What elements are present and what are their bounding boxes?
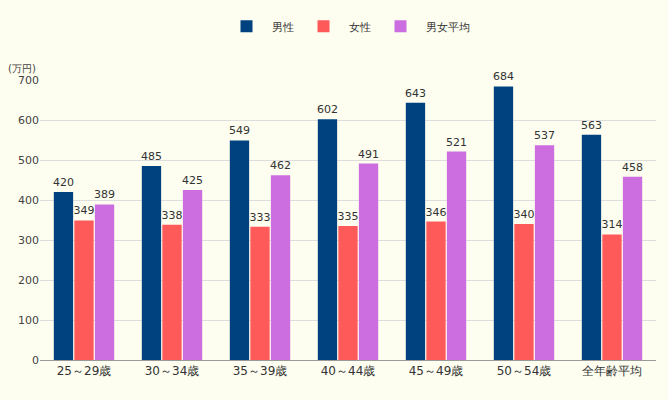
svg-text:600: 600 (18, 114, 39, 127)
svg-text:333: 333 (250, 211, 271, 224)
svg-text:425: 425 (182, 174, 203, 187)
svg-text:338: 338 (162, 209, 183, 222)
svg-text:40～44歳: 40～44歳 (321, 364, 376, 378)
svg-text:521: 521 (446, 136, 467, 149)
svg-text:男性: 男性 (272, 21, 294, 34)
svg-text:349: 349 (74, 204, 95, 217)
svg-text:25～29歳: 25～29歳 (57, 364, 112, 378)
svg-text:男女平均: 男女平均 (426, 21, 470, 34)
svg-text:314: 314 (602, 218, 623, 231)
svg-text:400: 400 (18, 194, 39, 207)
svg-text:462: 462 (270, 159, 291, 172)
svg-text:700: 700 (18, 74, 39, 87)
svg-text:30～34歳: 30～34歳 (145, 364, 200, 378)
svg-text:340: 340 (514, 208, 535, 221)
svg-text:602: 602 (317, 103, 338, 116)
svg-text:537: 537 (534, 129, 555, 142)
svg-text:45～49歳: 45～49歳 (409, 364, 464, 378)
svg-text:女性: 女性 (349, 21, 371, 34)
svg-text:563: 563 (581, 119, 602, 132)
svg-text:389: 389 (94, 188, 115, 201)
svg-text:346: 346 (426, 206, 447, 219)
svg-text:549: 549 (229, 124, 250, 137)
svg-text:420: 420 (53, 176, 74, 189)
svg-text:491: 491 (358, 148, 379, 161)
svg-text:(万円): (万円) (8, 63, 36, 74)
svg-text:335: 335 (338, 210, 359, 223)
svg-text:643: 643 (405, 87, 426, 100)
svg-text:100: 100 (18, 314, 39, 327)
svg-text:0: 0 (32, 354, 39, 367)
svg-text:35～39歳: 35～39歳 (233, 364, 288, 378)
svg-text:500: 500 (18, 154, 39, 167)
svg-text:458: 458 (622, 161, 643, 174)
svg-text:485: 485 (141, 150, 162, 163)
svg-text:全年齢平均: 全年齢平均 (582, 364, 642, 378)
svg-text:300: 300 (18, 234, 39, 247)
svg-text:50～54歳: 50～54歳 (497, 364, 552, 378)
svg-text:200: 200 (18, 274, 39, 287)
svg-text:684: 684 (493, 70, 514, 83)
